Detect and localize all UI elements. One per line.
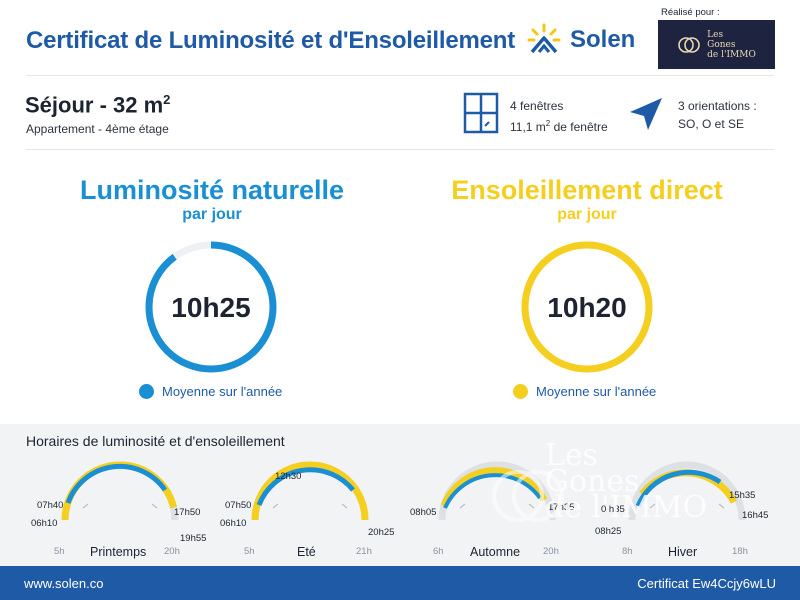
season-name: Eté xyxy=(297,545,316,559)
watermark: Les Gones de l'IMMO xyxy=(545,438,708,525)
partner-logo-text: Les Gones de l'IMMO xyxy=(707,29,756,60)
gauge-ete xyxy=(251,461,369,521)
horaires-title: Horaires de luminosité et d'ensoleilleme… xyxy=(26,433,285,449)
legend-label: Moyenne sur l'année xyxy=(162,384,283,399)
season-time: 08h05 xyxy=(410,507,437,518)
axis-start: 5h xyxy=(54,546,65,557)
header: Certificat de Luminosité et d'Ensoleille… xyxy=(0,0,800,76)
season-time: 0 h35 xyxy=(601,504,625,515)
legend-label: Moyenne sur l'année xyxy=(536,384,657,399)
season-time: 06h10 xyxy=(220,518,247,529)
partner-emblem-icon xyxy=(678,36,700,53)
location-arrow-icon xyxy=(630,98,662,130)
season-time: 17h50 xyxy=(174,507,201,518)
watermark-emblem-icon xyxy=(492,470,564,522)
ensoleillement-subtitle: par jour xyxy=(557,206,617,223)
luminosite-arc xyxy=(145,241,277,373)
season-time: 07h50 xyxy=(225,500,252,511)
axis-end: 20h xyxy=(164,546,180,557)
season-time: 06h10 xyxy=(31,518,58,529)
gauge-hiver xyxy=(628,461,746,521)
season-gauges: 07h40 06h10 17h50 19h55 5h 20h Printemps… xyxy=(0,458,800,566)
partner-logo[interactable]: Les Gones de l'IMMO xyxy=(658,20,775,69)
room-subtitle: Appartement - 4ème étage xyxy=(26,122,169,136)
window-icon xyxy=(463,92,499,134)
season-time: 15h35 xyxy=(729,490,756,501)
luminosite-ring: 10h25 xyxy=(145,241,277,373)
axis-end: 20h xyxy=(543,546,559,557)
season-time: 20h25 xyxy=(368,527,395,538)
season-time: 12h30 xyxy=(275,471,302,482)
divider xyxy=(26,149,774,150)
windows-area-exponent: 2 xyxy=(545,119,551,128)
axis-start: 8h xyxy=(622,546,633,557)
divider xyxy=(26,75,774,76)
windows-info: 4 fenêtres 11,1 m2 de fenêtre xyxy=(510,97,608,136)
ensoleillement-arc xyxy=(521,241,653,373)
realise-pour-label: Réalisé pour : xyxy=(661,7,720,18)
season-name: Automne xyxy=(470,545,521,559)
certificat-id: Certificat Ew4Ccjy6wLU xyxy=(637,576,776,591)
season-time: 19h55 xyxy=(180,533,207,544)
season-name: Printemps xyxy=(90,545,147,559)
axis-start: 5h xyxy=(244,546,255,557)
luminosite-value: 10h25 xyxy=(171,292,250,323)
room-title: Séjour - 32 m2 xyxy=(25,92,170,118)
season-time: 07h40 xyxy=(37,500,64,511)
ensoleillement-legend: Moyenne sur l'année xyxy=(513,384,656,399)
legend-dot xyxy=(139,384,154,399)
legend-dot xyxy=(513,384,528,399)
solen-sun-icon xyxy=(527,23,561,54)
season-time: 08h25 xyxy=(595,526,622,537)
windows-area: 11,1 m2 de fenêtre xyxy=(510,115,608,136)
ensoleillement-title: Ensoleillement direct xyxy=(451,175,723,205)
horaires-section xyxy=(0,424,800,566)
axis-start: 6h xyxy=(433,546,444,557)
axis-end: 18h xyxy=(732,546,748,557)
solen-logo[interactable]: Solen xyxy=(526,22,635,58)
orientations-count: 3 orientations : xyxy=(678,99,757,113)
luminosite-subtitle: par jour xyxy=(182,206,242,223)
page-title: Certificat de Luminosité et d'Ensoleille… xyxy=(26,27,516,54)
ensoleillement-ring: 10h20 xyxy=(521,241,653,373)
windows-area-value: 11,1 m xyxy=(510,120,546,134)
axis-end: 21h xyxy=(356,546,372,557)
season-name: Hiver xyxy=(668,545,698,559)
gauge-automne xyxy=(438,461,556,521)
brand-name: Solen xyxy=(570,26,636,53)
season-time: 16h45 xyxy=(742,510,769,521)
luminosite-legend: Moyenne sur l'année xyxy=(139,384,282,399)
room-title-text: Séjour - 32 m xyxy=(25,92,164,118)
orientations-info: 3 orientations : SO, O et SE xyxy=(678,97,757,133)
luminosite-title: Luminosité naturelle xyxy=(79,175,345,205)
ensoleillement-value: 10h20 xyxy=(547,292,626,323)
footer: www.solen.co Certificat Ew4Ccjy6wLU xyxy=(0,566,800,600)
windows-area-suffix: de fenêtre xyxy=(550,120,608,134)
room-title-exponent: 2 xyxy=(163,92,171,107)
windows-count: 4 fenêtres xyxy=(510,99,564,113)
orientations-list: SO, O et SE xyxy=(678,117,745,131)
gauge-printemps xyxy=(61,461,179,521)
website-link[interactable]: www.solen.co xyxy=(24,576,104,591)
